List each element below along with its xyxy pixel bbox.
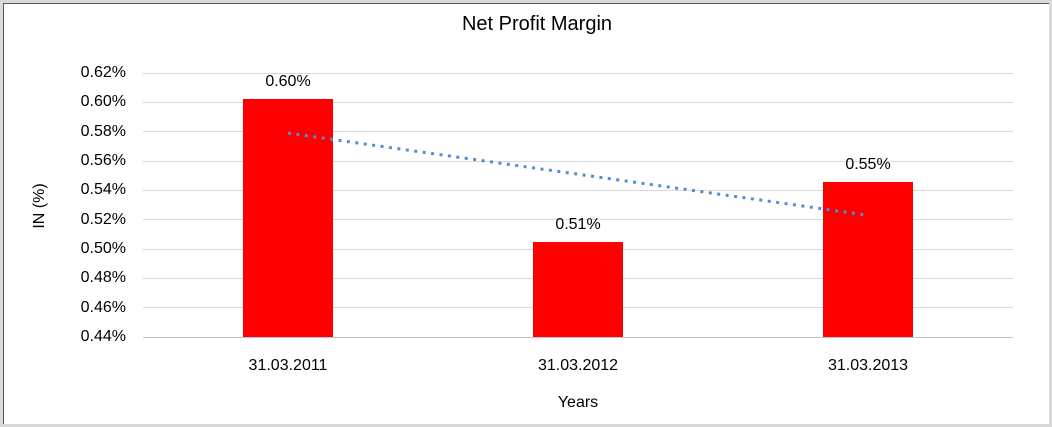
gridline <box>143 160 1013 162</box>
x-tick-label: 31.03.2013 <box>827 357 909 374</box>
y-tick-label: 0.46% <box>80 298 126 316</box>
bar-value-label: 0.60% <box>265 73 311 91</box>
y-tick-label: 0.48% <box>80 269 126 287</box>
y-tick-label: 0.60% <box>80 93 126 111</box>
trendline-path <box>287 131 869 217</box>
gridline <box>143 131 1013 133</box>
bar-value-label: 0.55% <box>845 155 891 173</box>
bar-value-label: 0.51% <box>555 215 601 233</box>
x-axis-title: Years <box>557 394 599 411</box>
x-tick-label: 31.03.2012 <box>537 357 619 374</box>
y-tick-label: 0.58% <box>80 122 126 140</box>
y-tick-label: 0.62% <box>80 64 126 81</box>
trendline <box>287 131 869 217</box>
plot-area <box>143 72 1013 338</box>
bar-31.03.2011 <box>243 99 333 337</box>
gridline <box>143 101 1013 103</box>
gridline <box>143 189 1013 191</box>
bar-31.03.2012 <box>533 241 623 337</box>
y-tick-label: 0.50% <box>80 240 126 257</box>
x-axis-line <box>143 336 1013 338</box>
y-tick-label: 0.56% <box>80 152 126 169</box>
y-tick-label: 0.52% <box>80 210 126 228</box>
chart-title: Net Profit Margin <box>461 13 613 35</box>
gridline <box>143 219 1013 221</box>
gridline <box>143 72 1013 74</box>
bar-31.03.2013 <box>823 181 913 337</box>
y-tick-label: 0.44% <box>80 328 126 345</box>
y-tick-label: 0.54% <box>80 181 126 199</box>
x-tick-label: 31.03.2011 <box>248 357 328 374</box>
